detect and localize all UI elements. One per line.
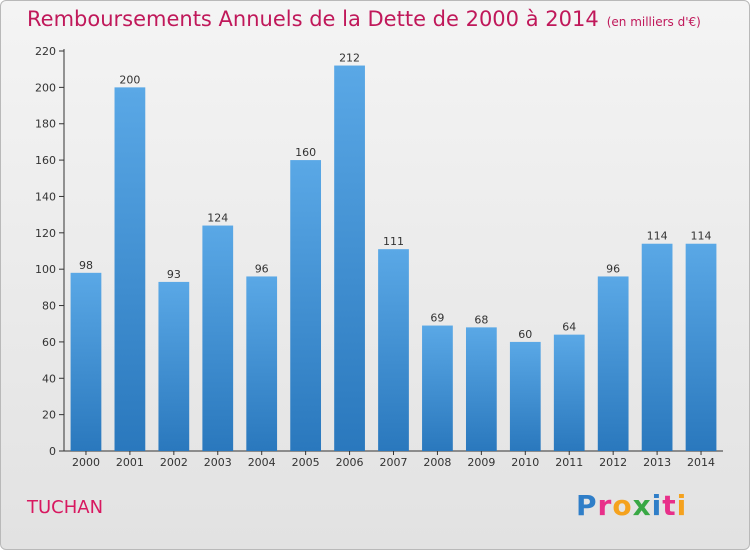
bar-value-label: 68	[474, 313, 488, 326]
y-tick-label: 40	[42, 372, 56, 385]
proxiti-logo: Proxiti	[576, 489, 688, 522]
y-tick-label: 160	[35, 154, 56, 167]
bar-value-label: 200	[119, 73, 140, 86]
x-tick-label: 2003	[204, 456, 232, 469]
chart-title: Remboursements Annuels de la Dette de 20…	[27, 7, 701, 31]
bar	[158, 281, 190, 451]
bar-value-label: 114	[691, 230, 712, 243]
bar-value-label: 93	[167, 268, 181, 281]
bar	[246, 276, 278, 451]
x-tick-label: 2014	[687, 456, 715, 469]
x-tick-label: 2012	[599, 456, 627, 469]
bar	[378, 249, 409, 451]
chart-bars: 98 200 93 124 96 160 212 111 69 68 60 64 96 114 114	[70, 52, 717, 451]
commune-name: TUCHAN	[27, 497, 104, 518]
x-tick-label: 2009	[467, 456, 495, 469]
bar-value-label: 60	[518, 328, 532, 341]
y-tick-label: 80	[42, 300, 56, 313]
bar	[422, 325, 453, 451]
bar	[465, 327, 497, 451]
bar-value-label: 96	[606, 262, 620, 275]
chart-unit-label: (en milliers d'€)	[606, 15, 701, 29]
bar-value-label: 64	[562, 321, 576, 334]
bar-value-label: 98	[79, 259, 93, 272]
bar	[334, 65, 365, 451]
bar	[641, 243, 673, 451]
x-tick-label: 2002	[160, 456, 188, 469]
x-tick-label: 2008	[423, 456, 451, 469]
bar-value-label: 124	[207, 212, 228, 225]
bar-value-label: 69	[430, 312, 444, 325]
y-tick-label: 0	[49, 445, 56, 458]
y-tick-label: 140	[35, 190, 56, 203]
x-tick-label: 2013	[643, 456, 671, 469]
bar-value-label: 111	[383, 235, 404, 248]
y-tick-label: 220	[35, 45, 56, 58]
chart-title-text: Remboursements Annuels de la Dette de 20…	[27, 7, 599, 31]
x-tick-label: 2000	[72, 456, 100, 469]
y-tick-label: 120	[35, 227, 56, 240]
x-tick-label: 2010	[511, 456, 539, 469]
x-tick-label: 2001	[116, 456, 144, 469]
bar-value-label: 96	[255, 262, 269, 275]
bar-value-label: 160	[295, 146, 316, 159]
bar	[114, 87, 146, 451]
bar-value-label: 114	[647, 230, 668, 243]
bar	[202, 225, 234, 451]
x-tick-label: 2005	[292, 456, 320, 469]
chart-axes: 0 20 40 60 80 100 120 140 160 180 200 220 2000 2001 20…	[35, 45, 723, 469]
x-tick-label: 2004	[248, 456, 276, 469]
x-tick-label: 2007	[380, 456, 408, 469]
x-tick-label: 2006	[336, 456, 364, 469]
y-tick-label: 100	[35, 263, 56, 276]
bar	[509, 341, 541, 451]
y-tick-label: 60	[42, 336, 56, 349]
bar	[685, 243, 717, 451]
bar	[70, 272, 102, 451]
y-tick-label: 20	[42, 409, 56, 422]
x-tick-label: 2011	[555, 456, 583, 469]
bar	[290, 160, 322, 451]
y-tick-label: 180	[35, 118, 56, 131]
bar-value-label: 212	[339, 52, 360, 65]
y-tick-label: 200	[35, 81, 56, 94]
bar	[553, 334, 585, 451]
bar	[597, 276, 629, 451]
